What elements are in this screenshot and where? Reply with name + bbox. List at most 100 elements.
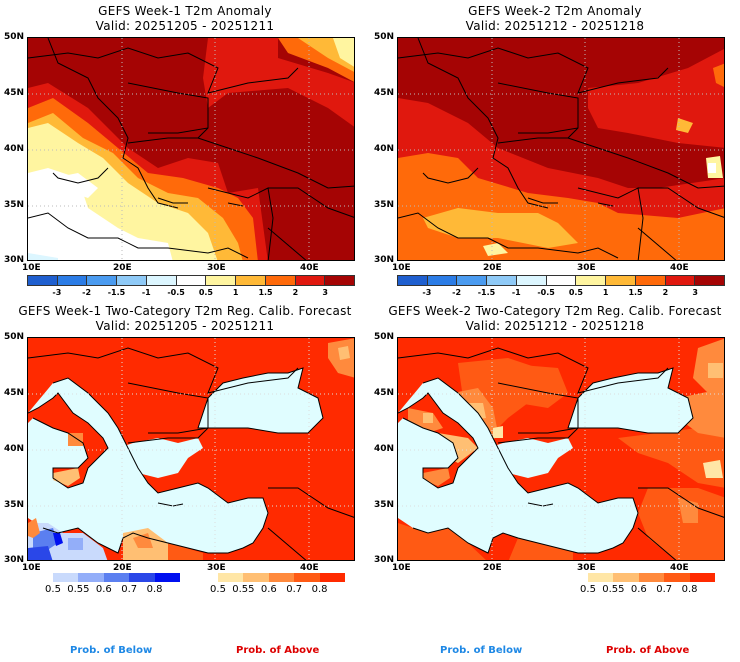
colorbar-swatch xyxy=(638,573,665,582)
lon-label-30e: 30E xyxy=(577,563,596,573)
colorbar-swatch xyxy=(487,276,517,285)
colorbar-tick-label: 0.55 xyxy=(232,584,255,595)
colorbar-swatch xyxy=(457,276,488,285)
anomaly-colorbar xyxy=(27,275,355,286)
colorbar-swatch xyxy=(129,573,155,582)
colorbar-swatch xyxy=(665,276,696,285)
colorbar-swatch xyxy=(606,276,636,285)
colorbar-swatch xyxy=(294,573,320,582)
panel-valid-dates: Valid: 20251212 - 20251218 xyxy=(465,19,645,33)
anomaly-colorbar xyxy=(397,275,725,286)
colorbar-swatch xyxy=(78,573,104,582)
lat-label-30n: 30N xyxy=(4,255,25,265)
colorbar-swatch xyxy=(516,276,547,285)
colorbar-swatch xyxy=(695,276,725,285)
colorbar-swatch xyxy=(613,573,639,582)
panel-valid-dates: Valid: 20251205 - 20251211 xyxy=(95,19,275,33)
lon-label-20e: 20E xyxy=(113,563,132,573)
anomaly-map xyxy=(27,37,355,261)
colorbar-tick-label: 0.6 xyxy=(630,584,647,595)
lon-label-30e: 30E xyxy=(207,263,226,273)
colorbar-swatch xyxy=(319,573,346,582)
panel-week1-anomaly: GEFS Week-1 T2m Anomaly Valid: 20251205 … xyxy=(0,0,370,300)
lon-label-40e: 40E xyxy=(670,563,689,573)
above-colorbar xyxy=(588,573,716,582)
probability-map xyxy=(397,337,725,561)
colorbar-tick-label: -3 xyxy=(52,288,62,297)
colorbar-swatch xyxy=(295,276,326,285)
lon-label-30e: 30E xyxy=(207,563,226,573)
colorbar-tick-label: -1 xyxy=(511,288,521,297)
colorbar-swatch xyxy=(427,276,458,285)
lat-label-40n: 40N xyxy=(374,444,395,454)
lat-label-45n: 45N xyxy=(4,388,25,398)
panel-title: GEFS Week-1 T2m Anomaly xyxy=(98,4,272,18)
colorbar-tick-label: 0.7 xyxy=(286,584,303,595)
lon-label-10e: 10E xyxy=(392,263,411,273)
footer-prob-below-1: Prob. of Below xyxy=(70,645,153,656)
lat-label-45n: 45N xyxy=(374,388,395,398)
colorbar-swatch xyxy=(689,573,716,582)
colorbar-tick-label: 0.55 xyxy=(602,584,625,595)
anomaly-map-field xyxy=(28,38,354,260)
probability-map-field xyxy=(398,338,724,560)
colorbar-swatch xyxy=(87,276,118,285)
colorbar-tick-label: 0.7 xyxy=(656,584,673,595)
colorbar-swatch xyxy=(588,573,614,582)
colorbar-tick-label: 2 xyxy=(292,288,299,297)
colorbar-swatch xyxy=(268,573,295,582)
colorbar-tick-label: 0.5 xyxy=(580,584,596,595)
colorbar-swatch xyxy=(236,276,266,285)
lon-label-10e: 10E xyxy=(392,563,411,573)
lat-label-40n: 40N xyxy=(4,144,25,154)
lon-label-40e: 40E xyxy=(300,563,319,573)
colorbar-tick-label: 0.8 xyxy=(311,584,328,595)
colorbar-tick-label: -1.5 xyxy=(477,288,496,297)
colorbar-swatch xyxy=(154,573,181,582)
panel-valid-dates: Valid: 20251212 - 20251218 xyxy=(465,319,645,333)
colorbar-tick-label: 3 xyxy=(322,288,328,297)
anomaly-map xyxy=(397,37,725,261)
colorbar-tick-label: 2 xyxy=(662,288,669,297)
lon-label-10e: 10E xyxy=(22,263,41,273)
below-colorbar xyxy=(53,573,181,582)
colorbar-tick-label: 1 xyxy=(602,288,609,297)
above-colorbar xyxy=(218,573,346,582)
colorbar-tick-label: 0.6 xyxy=(95,584,112,595)
colorbar-tick-label: 1 xyxy=(232,288,239,297)
lon-label-40e: 40E xyxy=(300,263,319,273)
lat-label-30n: 30N xyxy=(374,555,395,565)
colorbar-swatch xyxy=(635,276,666,285)
lat-label-30n: 30N xyxy=(4,555,25,565)
lat-label-45n: 45N xyxy=(4,88,25,98)
probability-map xyxy=(27,337,355,561)
colorbar-swatch xyxy=(664,573,690,582)
panel-title: GEFS Week-2 T2m Anomaly xyxy=(468,4,642,18)
probability-map-field xyxy=(28,338,354,560)
lon-label-20e: 20E xyxy=(483,263,502,273)
lat-label-30n: 30N xyxy=(374,255,395,265)
colorbar-swatch xyxy=(325,276,355,285)
colorbar-tick-label: 3 xyxy=(692,288,698,297)
colorbar-swatch xyxy=(218,573,244,582)
lat-label-35n: 35N xyxy=(4,500,25,510)
lon-label-20e: 20E xyxy=(483,563,502,573)
colorbar-tick-label: 0.55 xyxy=(67,584,90,595)
colorbar-tick-label: -1 xyxy=(141,288,151,297)
lat-label-45n: 45N xyxy=(374,88,395,98)
lat-label-35n: 35N xyxy=(4,200,25,210)
lat-label-50n: 50N xyxy=(374,332,395,342)
lat-label-50n: 50N xyxy=(4,332,25,342)
lon-label-30e: 30E xyxy=(577,263,596,273)
colorbar-tick-label: 1.5 xyxy=(258,288,273,297)
colorbar-swatch xyxy=(398,276,428,285)
colorbar-tick-label: -0.5 xyxy=(537,288,555,297)
lat-label-35n: 35N xyxy=(374,200,395,210)
colorbar-swatch xyxy=(117,276,147,285)
colorbar-tick-label: 0.8 xyxy=(146,584,163,595)
colorbar-swatch xyxy=(265,276,296,285)
colorbar-swatch xyxy=(53,573,79,582)
lat-label-35n: 35N xyxy=(374,500,395,510)
colorbar-tick-label: 1.5 xyxy=(628,288,643,297)
colorbar-swatch xyxy=(176,276,207,285)
